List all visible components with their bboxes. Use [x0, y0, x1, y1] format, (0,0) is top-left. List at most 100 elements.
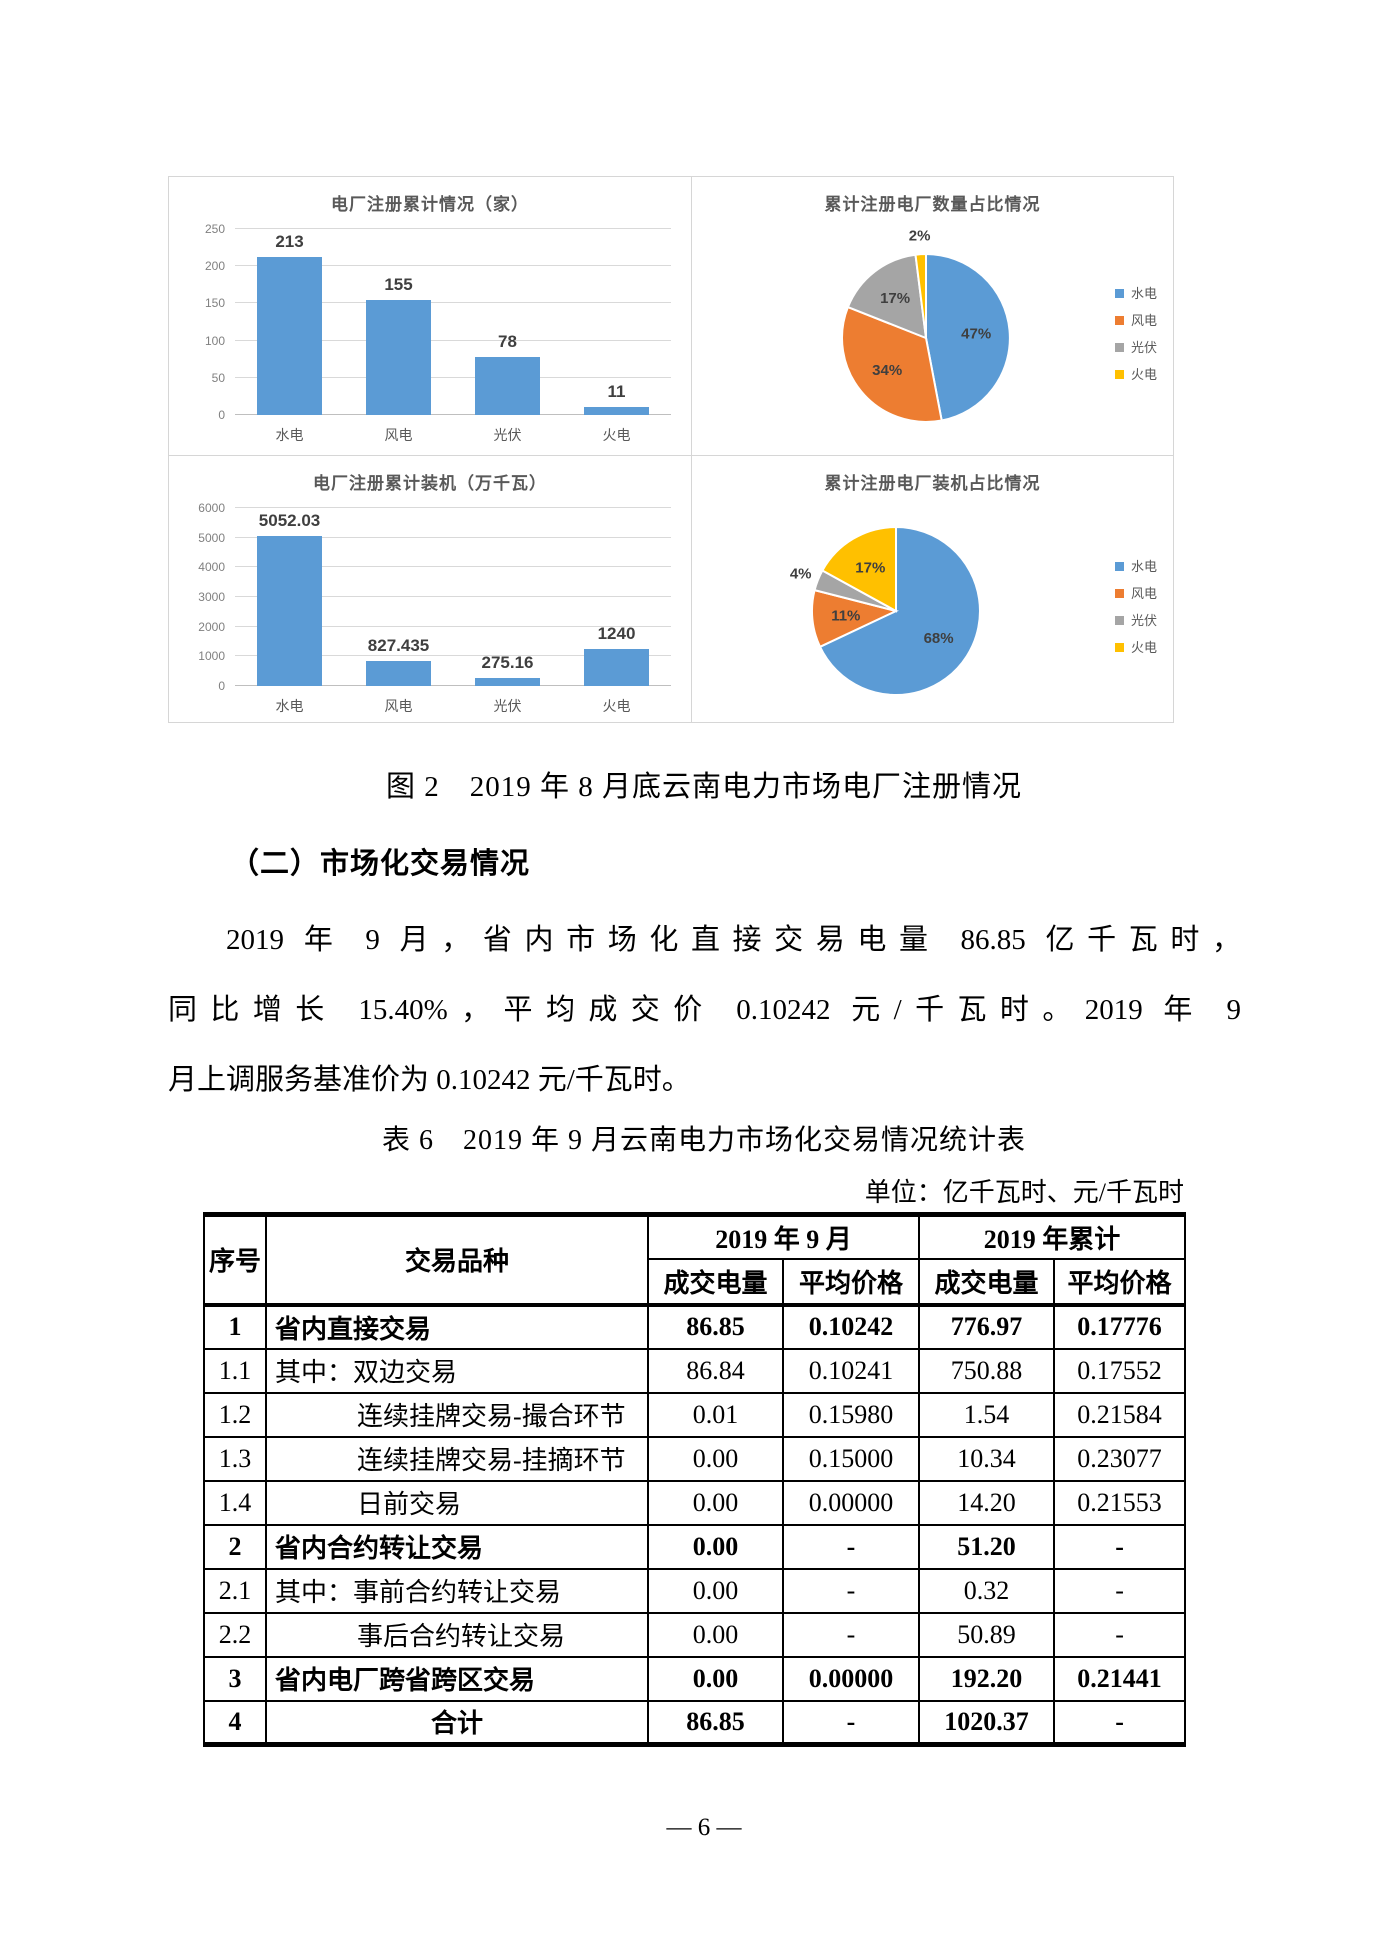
legend-item: 水电 [1114, 280, 1157, 307]
y-tick-label: 0 [218, 679, 225, 693]
header-trade-type: 交易品种 [265, 1213, 649, 1307]
table-row: 1.2 连续挂牌交易-撮合环节 0.01 0.15980 1.54 0.21584 [203, 1391, 1187, 1438]
body-paragraph: 2019 年 9 月，省内市场化直接交易电量 86.85 亿千瓦时， 同比增长 … [168, 905, 1241, 1115]
cell-value: - [781, 1523, 921, 1570]
gridline [235, 339, 671, 341]
bar-value-label: 275.16 [481, 652, 534, 672]
pie-slice [846, 253, 928, 340]
cell-value: 0.15980 [781, 1391, 921, 1438]
header-price: 平均价格 [1053, 1257, 1187, 1307]
cell-value: 86.85 [647, 1699, 784, 1746]
bar [256, 256, 323, 415]
cell-value: 14.20 [918, 1479, 1056, 1526]
bar [256, 536, 323, 686]
cell-value: - [1053, 1567, 1187, 1614]
gridline [235, 566, 671, 568]
gridline [235, 625, 671, 627]
cell-trade-type: 日前交易 [265, 1479, 649, 1526]
table-row: 2.1 其中：事前合约转让交易 0.00-0.32- [203, 1567, 1187, 1614]
pie-area: 47% 34% 17% 2% 水电 风电 光伏 火电 [692, 215, 1173, 453]
header-group-cumulative: 2019 年累计 [918, 1213, 1187, 1260]
figure-caption: 图 2 2019 年 8 月底云南电力市场电厂注册情况 [385, 771, 1022, 803]
cell-value: 0.00000 [781, 1655, 921, 1702]
table-row: 2 省内合约转让交易 0.00-51.20- [203, 1523, 1187, 1570]
y-tick-label: 5000 [198, 530, 225, 545]
x-category-label: 火电 [602, 698, 631, 714]
bar-group: 5052.03 [235, 508, 344, 686]
gridline [235, 302, 671, 304]
paragraph-line: 月上调服务基准价为 0.10242 元/千瓦时。 [168, 1064, 691, 1096]
cell-value: 0.01 [647, 1391, 784, 1438]
legend-item: 火电 [1114, 361, 1157, 388]
cell-value: 0.00 [647, 1523, 784, 1570]
gridline [235, 228, 671, 229]
y-tick-label: 1000 [198, 649, 225, 664]
table-caption: 表 6 2019 年 9 月云南电力市场化交易情况统计表 [381, 1125, 1026, 1156]
cell-value: - [781, 1567, 921, 1614]
legend-item: 光伏 [1114, 607, 1157, 634]
cell-value: 0.00 [647, 1435, 784, 1482]
legend-swatch-icon [1114, 370, 1124, 379]
bar-chart-capacity-panel: 电厂注册累计装机（万千瓦） 0 1000 2000 3000 4000 5000 6000 5… [168, 455, 692, 723]
bar [365, 661, 432, 686]
cell-value: - [1053, 1523, 1187, 1570]
cell-seq: 1 [203, 1303, 267, 1350]
bar [474, 677, 541, 686]
cell-trade-type: 其中：事前合约转让交易 [265, 1567, 649, 1614]
pie-percent-label: 34% [872, 362, 902, 379]
header-seq: 序号 [203, 1213, 267, 1307]
cell-value: 0.32 [918, 1567, 1056, 1614]
table-unit-note: 单位：亿千瓦时、元/千瓦时 [864, 1178, 1184, 1207]
chart-title: 累计注册电厂装机占比情况 [824, 474, 1041, 493]
cell-value: 86.85 [647, 1303, 784, 1350]
cell-value: 1.54 [918, 1391, 1056, 1438]
cell-trade-type: 省内电厂跨省跨区交易 [265, 1655, 649, 1702]
table-row: 4 合计 86.85-1020.37- [203, 1699, 1187, 1746]
chart-title: 电厂注册累计情况（家） [331, 195, 529, 214]
section-heading: （二）市场化交易情况 [230, 848, 531, 880]
chart-legend: 水电 风电 光伏 火电 [1114, 280, 1157, 388]
cell-seq: 3 [203, 1655, 267, 1702]
bar-group: 213 [235, 229, 344, 415]
gridline [235, 376, 671, 378]
legend-item: 风电 [1114, 580, 1157, 607]
chart-title: 累计注册电厂数量占比情况 [824, 195, 1041, 214]
bar-value-label: 155 [384, 274, 413, 294]
gridline [235, 655, 671, 657]
pie-chart-plant-count-share-panel: 累计注册电厂数量占比情况 47% 34% 17% 2% 水电 风电 光伏 火电 [691, 176, 1174, 456]
pie-percent-label: 68% [924, 630, 954, 647]
legend-swatch-icon [1114, 343, 1124, 352]
legend-swatch-icon [1114, 289, 1124, 298]
table-row: 1 省内直接交易 86.85 0.10242 776.97 0.17776 [203, 1303, 1187, 1350]
gridline [235, 265, 671, 267]
table-header-row: 序号 交易品种 2019 年 9 月 2019 年累计 [203, 1213, 1187, 1307]
gridline [235, 536, 671, 538]
y-tick-label: 100 [204, 333, 225, 348]
cell-seq: 1.2 [203, 1391, 267, 1438]
cell-seq: 1.3 [203, 1435, 267, 1482]
pie-svg: 68% 11% 4% 17% [790, 525, 981, 696]
cell-trade-type: 省内直接交易 [265, 1303, 649, 1350]
pie-percent-label: 11% [831, 607, 860, 624]
cell-seq: 2.2 [203, 1611, 267, 1658]
page-number: — 6 — [666, 1814, 742, 1841]
y-tick-label: 0 [218, 408, 225, 422]
pie-slice [818, 525, 981, 696]
cell-value: 750.88 [918, 1347, 1056, 1394]
pie-svg: 47% 34% 17% 2% [841, 228, 1011, 423]
bar [365, 299, 432, 415]
cell-seq: 2.1 [203, 1567, 267, 1614]
cell-trade-type: 合计 [265, 1699, 649, 1746]
cell-value: 0.10242 [781, 1303, 921, 1350]
legend-item: 风电 [1114, 307, 1157, 334]
bar-group: 1240 [562, 508, 671, 686]
bar-group: 155 [344, 229, 453, 415]
figure-2-charts: 电厂注册累计情况（家） 0 50 100 150 200 250 213 155 78 11… [168, 176, 1174, 723]
bar-group: 275.16 [453, 508, 562, 686]
paragraph-line: 同比增长 15.40%，平均成交价 0.10242 元/千瓦时。2019 年 9 [168, 994, 1241, 1026]
bar-value-label: 827.435 [367, 636, 430, 656]
legend-swatch-icon [1114, 615, 1124, 625]
legend-swatch-icon [1114, 642, 1124, 652]
cell-value: 0.21553 [1053, 1479, 1187, 1526]
pie-slice [821, 525, 897, 613]
